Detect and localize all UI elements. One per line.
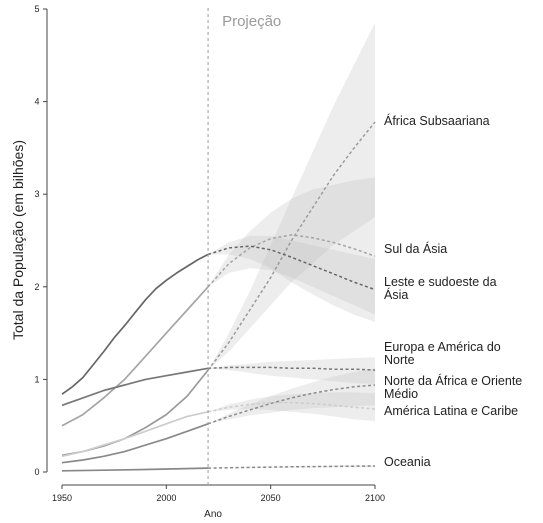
axes: Projeção 0 1 2 3 4 5 1950 2000 2050 2100 Ano Total d… [10, 4, 385, 520]
series-label-line: América Latina e Caribe [384, 404, 518, 418]
series-label-line: Sul da Ásia [384, 241, 447, 256]
x-axis-title: Ano [204, 509, 222, 520]
line-historical-oceania [61, 467, 209, 472]
x-tick-label-2050: 2050 [261, 493, 281, 503]
series-label-line: Ásia [384, 287, 408, 302]
line-projection-norte-da-africa-e-oriente-medio [207, 384, 376, 425]
series-label-america-latina-e-caribe: América Latina e Caribe [384, 404, 518, 418]
line-historical-america-latina-e-caribe [61, 410, 209, 458]
series-label-leste-e-sudoeste-da-asia: Leste e sudoeste da Ásia [384, 275, 497, 302]
series-label-europa-e-america-do-norte: Europa e América do Norte [384, 340, 501, 367]
line-historical-leste-e-sudoeste-da-asia [61, 253, 209, 395]
x-tick-label-1950: 1950 [52, 493, 72, 503]
y-axis-title: Total da População (em bilhões) [10, 140, 26, 340]
line-projection-leste-e-sudoeste-da-asia [207, 245, 376, 291]
series-label-sul-da-asia: Sul da Ásia [384, 241, 447, 256]
series-label-line: Leste e sudoeste da [384, 275, 497, 289]
series-label-line: Norte da África e Oriente [384, 373, 522, 388]
uncertainty-bands [208, 22, 375, 469]
y-tick-label-3: 3 [34, 189, 39, 199]
series-lines [61, 121, 376, 472]
line-projection-africa-subsaariana [207, 121, 376, 371]
x-tick-label-2100: 2100 [365, 493, 385, 503]
series-label-line: Médio [384, 387, 418, 401]
series-label-line: África Subsaariana [384, 113, 490, 128]
line-historical-norte-da-africa-e-oriente-medio [61, 422, 209, 464]
line-historical-europa-e-america-do-norte [61, 367, 209, 407]
series-label-line: Oceania [384, 455, 431, 469]
series-label-oceania: Oceania [384, 455, 431, 469]
band-leste-e-sudoeste-da-asia [208, 235, 375, 322]
band-africa-subsaariana [208, 22, 375, 371]
line-projection-america-latina-e-caribe [207, 401, 376, 413]
band-sul-da-asia [208, 177, 375, 315]
y-tick-label-0: 0 [34, 467, 39, 477]
band-america-latina-e-caribe [208, 392, 375, 422]
line-projection-oceania [208, 465, 376, 469]
line-projection-sul-da-asia [207, 234, 376, 288]
y-tick-label-1: 1 [34, 374, 39, 384]
y-tick-label-5: 5 [34, 4, 39, 14]
series-label-line: Norte [384, 353, 415, 367]
band-europa-e-america-do-norte [208, 357, 375, 384]
band-norte-da-africa-e-oriente-medio [208, 368, 375, 424]
series-labels: África Subsaariana Sul da Ásia Leste e sud… [384, 113, 522, 469]
y-tick-label-4: 4 [34, 97, 39, 107]
line-projection-europa-e-america-do-norte [208, 366, 376, 371]
series-label-africa-subsaariana: África Subsaariana [384, 113, 490, 128]
x-tick-label-2000: 2000 [156, 493, 176, 503]
line-historical-sul-da-asia [61, 286, 209, 427]
y-tick-label-2: 2 [34, 282, 39, 292]
series-label-line: Europa e América do [384, 340, 501, 354]
projection-label: Projeção [222, 13, 281, 30]
series-label-norte-da-africa-e-oriente-medio: Norte da África e Oriente Médio [384, 373, 522, 401]
